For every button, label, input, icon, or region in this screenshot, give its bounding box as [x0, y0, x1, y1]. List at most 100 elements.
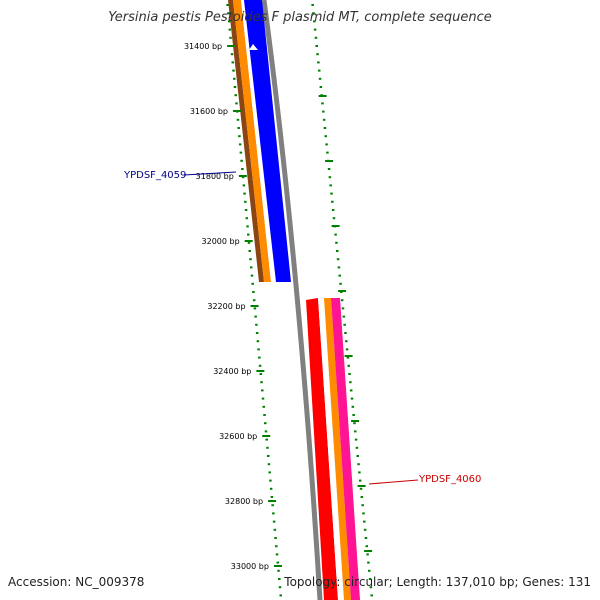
minor-tick — [248, 250, 251, 252]
minor-tick — [233, 77, 236, 80]
gene-4060-magenta-strip — [331, 298, 360, 600]
major-tick-right — [331, 225, 340, 227]
major-tick-right — [318, 95, 327, 97]
minor-tick — [340, 299, 344, 302]
minor-tick — [260, 381, 263, 384]
minor-tick — [235, 102, 238, 105]
gene-4059-white-gap — [241, 0, 276, 282]
minor-tick — [354, 430, 357, 433]
minor-tick — [249, 258, 252, 261]
gene-block-ypdsf-4060[interactable] — [306, 298, 360, 600]
minor-tick — [336, 258, 340, 261]
minor-tick — [334, 233, 337, 236]
major-tick-left — [268, 500, 277, 502]
minor-tick — [346, 356, 350, 359]
major-tick-left — [250, 305, 259, 307]
minor-tick — [269, 479, 272, 482]
gene-label-ypdsf-4059[interactable]: YPDSF_4059 — [123, 170, 186, 181]
minor-tick — [353, 422, 356, 425]
minor-tick — [329, 184, 332, 187]
minor-tick — [336, 250, 339, 252]
minor-tick — [256, 340, 260, 343]
minor-tick — [321, 102, 324, 105]
minor-tick — [237, 127, 240, 129]
tick-label: 31800 bp — [196, 172, 234, 181]
gene-4059-orange-dark-strip — [228, 0, 264, 282]
minor-tick — [247, 241, 251, 244]
tick-label: 33000 bp — [231, 562, 269, 571]
minor-tick — [254, 315, 257, 318]
minor-tick — [312, 12, 315, 15]
minor-tick — [317, 61, 320, 64]
minor-tick — [272, 520, 276, 523]
minor-tick — [255, 323, 258, 326]
topology-label: Topology: circular; Length: 137,010 bp; … — [284, 575, 591, 589]
gene-label-ypdsf-4060[interactable]: YPDSF_4060 — [418, 474, 481, 485]
major-tick-left — [244, 240, 253, 242]
major-tick-right — [325, 160, 334, 162]
minor-tick — [348, 373, 351, 375]
minor-tick — [263, 422, 267, 425]
minor-tick — [330, 192, 333, 195]
accession-label: Accession: NC_009378 — [8, 575, 145, 589]
minor-tick — [270, 496, 274, 498]
major-tick-right — [338, 290, 347, 292]
minor-tick — [363, 520, 366, 523]
minor-tick — [324, 135, 328, 138]
gene-4059-orange-strip — [233, 0, 271, 282]
minor-tick — [322, 118, 326, 121]
minor-tick — [261, 389, 264, 392]
major-tick-left — [262, 435, 271, 437]
minor-tick — [363, 528, 367, 531]
minor-tick — [247, 233, 250, 236]
minor-tick — [233, 86, 237, 88]
minor-tick — [335, 241, 338, 244]
minor-tick — [258, 356, 261, 359]
minor-tick — [359, 487, 363, 490]
minor-tick — [267, 463, 271, 466]
minor-tick — [231, 61, 235, 64]
minor-tick — [232, 69, 235, 72]
minor-tick — [226, 4, 229, 6]
minor-tick — [249, 266, 253, 269]
minor-tick — [339, 282, 342, 285]
minor-tick — [367, 569, 371, 572]
minor-tick — [361, 504, 364, 507]
minor-tick — [243, 192, 246, 195]
left-tick-dots — [226, 4, 282, 597]
minor-tick — [273, 528, 277, 531]
minor-tick — [347, 364, 350, 367]
minor-tick — [239, 151, 243, 154]
gene-4060-white-gap — [318, 298, 344, 600]
minor-tick — [265, 438, 268, 441]
gene-4060-red-strip — [306, 298, 338, 600]
minor-tick — [349, 381, 352, 384]
minor-tick — [276, 561, 280, 564]
gene-4059-blue-strip — [244, 0, 291, 282]
major-tick-left — [232, 110, 241, 112]
minor-tick — [338, 274, 341, 277]
minor-tick — [271, 504, 274, 507]
minor-tick — [349, 389, 353, 392]
minor-tick — [337, 266, 341, 269]
minor-tick — [242, 184, 246, 187]
minor-tick — [241, 176, 245, 179]
gene-block-ypdsf-4059[interactable] — [228, 0, 291, 282]
tick-label: 32200 bp — [207, 302, 245, 311]
minor-tick — [357, 463, 360, 466]
minor-tick — [314, 36, 318, 39]
minor-tick — [229, 36, 232, 39]
gene-4059-white-arrow-mark — [249, 44, 258, 50]
minor-tick — [274, 537, 277, 539]
minor-tick — [317, 69, 321, 72]
minor-tick — [350, 397, 354, 400]
major-tick-right — [344, 355, 353, 357]
minor-tick — [368, 578, 372, 580]
minor-tick — [319, 86, 323, 88]
minor-tick — [269, 487, 273, 490]
tick-label: 32000 bp — [202, 237, 240, 246]
minor-tick — [325, 143, 328, 146]
minor-tick — [245, 217, 249, 220]
gene-4060-orange-strip — [324, 298, 351, 600]
